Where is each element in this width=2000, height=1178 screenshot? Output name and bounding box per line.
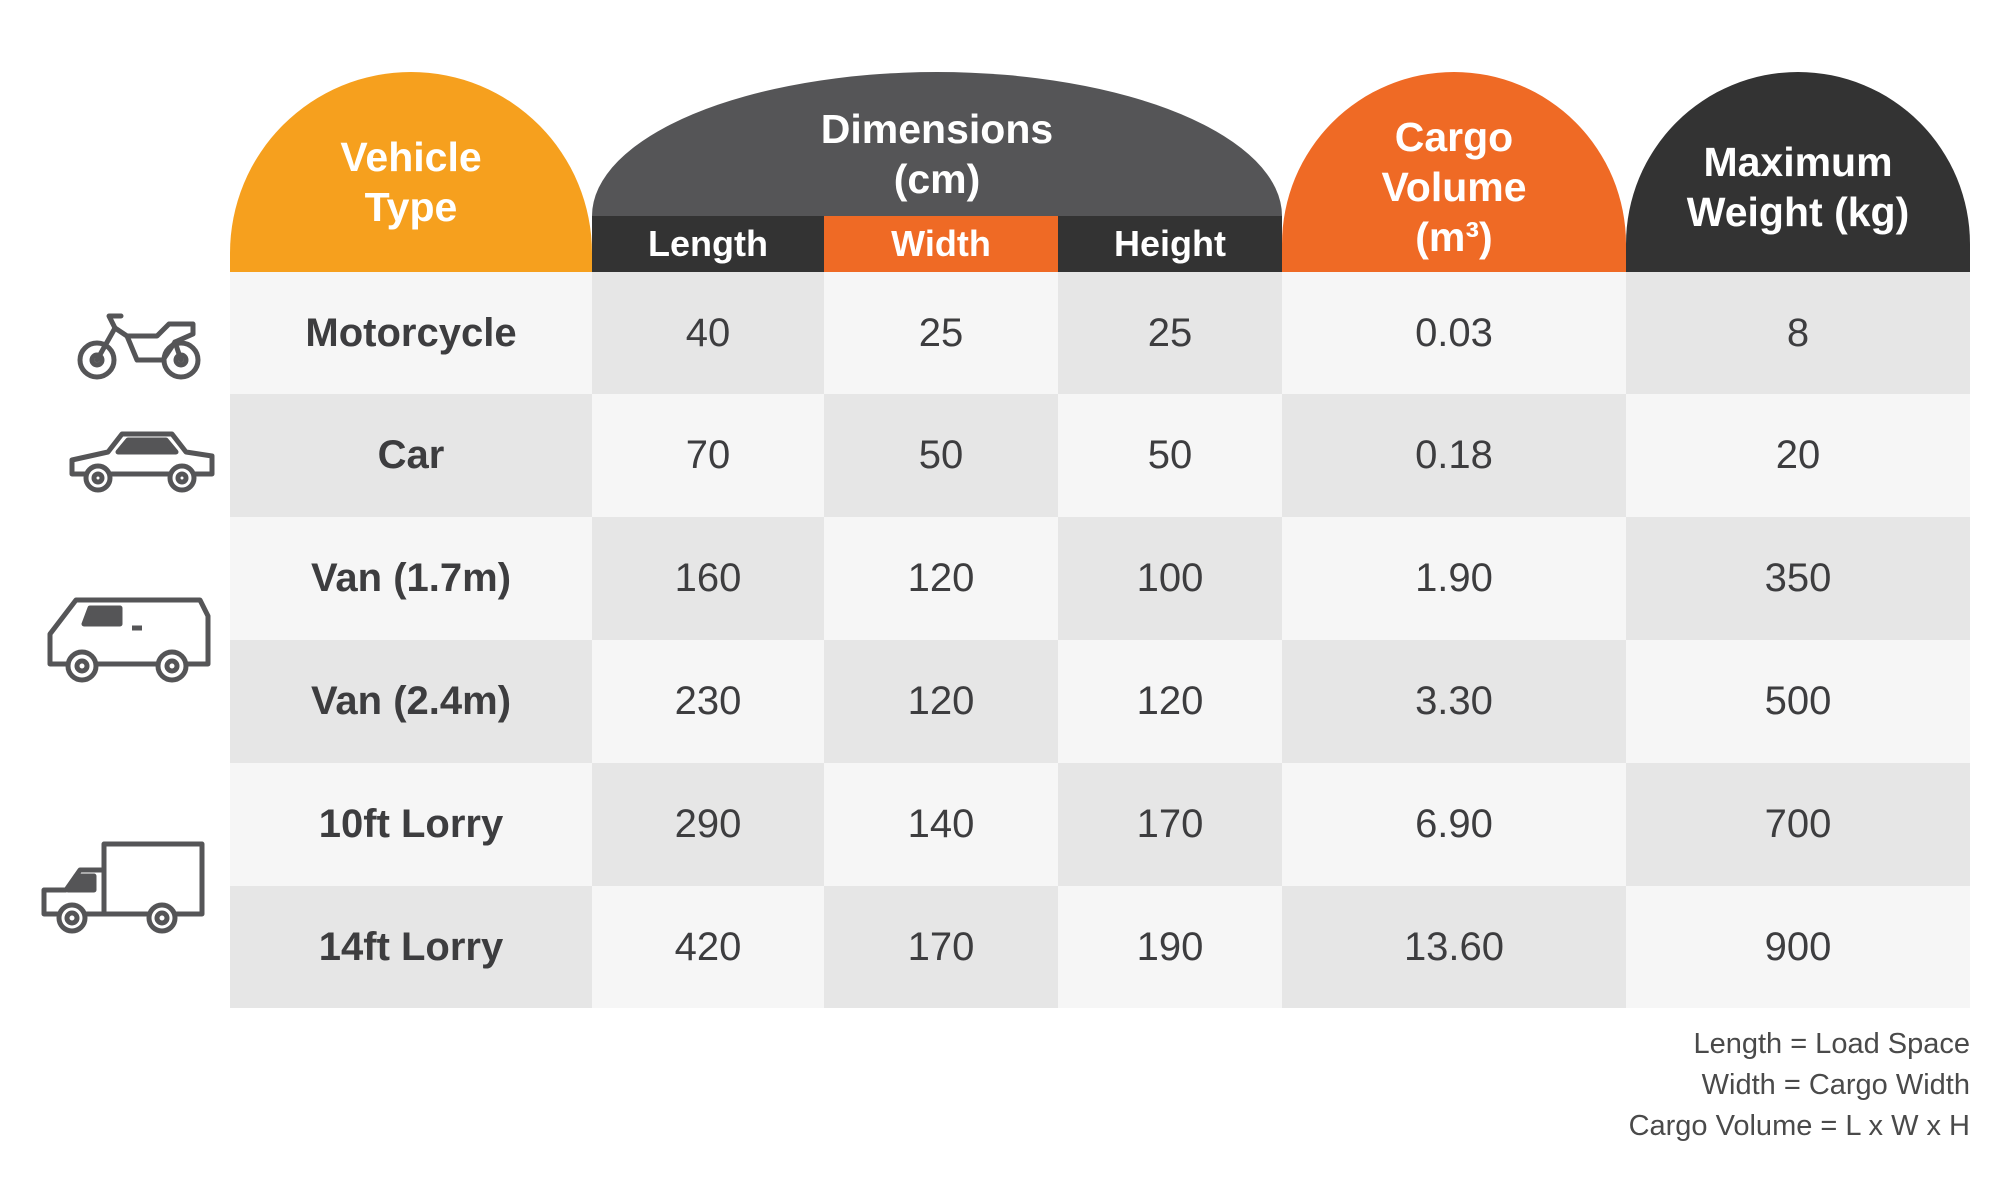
- height-cell: 50: [1058, 394, 1282, 517]
- vehicle-cell: Van (1.7m): [230, 517, 592, 640]
- cargo-volume-cell: 6.90: [1282, 763, 1626, 886]
- height-cell: 190: [1058, 886, 1282, 1008]
- cargo-volume-cell: 1.90: [1282, 517, 1626, 640]
- header-cargo-volume: Cargo Volume (m³): [1282, 72, 1626, 272]
- vehicle-cell: 14ft Lorry: [230, 886, 592, 1008]
- header-vehicle-type-label: Vehicle Type: [340, 134, 482, 230]
- header-dimensions-label: Dimensions (cm): [820, 106, 1054, 202]
- width-cell: 120: [824, 517, 1058, 640]
- height-cell: 25: [1058, 272, 1282, 394]
- vehicle-cell: Van (2.4m): [230, 640, 592, 763]
- van-icon: [46, 594, 212, 684]
- lorry-icon: [40, 840, 206, 936]
- vehicle-cell: Car: [230, 394, 592, 517]
- cargo-volume-cell: 0.03: [1282, 272, 1626, 394]
- vehicle-cell: Motorcycle: [230, 272, 592, 394]
- max-weight-cell: 350: [1626, 517, 1970, 640]
- header-max-weight: Maximum Weight (kg): [1626, 72, 1970, 272]
- max-weight-cell: 700: [1626, 763, 1970, 886]
- cargo-volume-cell: 13.60: [1282, 886, 1626, 1008]
- width-cell: 25: [824, 272, 1058, 394]
- length-cell: 420: [592, 886, 824, 1008]
- length-cell: 230: [592, 640, 824, 763]
- max-weight-cell: 900: [1626, 886, 1970, 1008]
- max-weight-cell: 500: [1626, 640, 1970, 763]
- header-cargo-volume-label: Cargo Volume (m³): [1381, 114, 1527, 260]
- header-width: Width: [824, 216, 1058, 272]
- height-cell: 120: [1058, 640, 1282, 763]
- length-cell: 290: [592, 763, 824, 886]
- width-cell: 50: [824, 394, 1058, 517]
- header-vehicle-type: Vehicle Type: [230, 72, 592, 272]
- max-weight-cell: 8: [1626, 272, 1970, 394]
- car-icon: [68, 430, 216, 494]
- height-cell: 170: [1058, 763, 1282, 886]
- width-cell: 120: [824, 640, 1058, 763]
- cargo-volume-cell: 0.18: [1282, 394, 1626, 517]
- cargo-volume-cell: 3.30: [1282, 640, 1626, 763]
- width-cell: 140: [824, 763, 1058, 886]
- vehicle-cell: 10ft Lorry: [230, 763, 592, 886]
- footnote-length: Length = Load Space: [1693, 1028, 1970, 1060]
- footnote-width: Width = Cargo Width: [1701, 1069, 1970, 1101]
- max-weight-cell: 20: [1626, 394, 1970, 517]
- length-cell: 70: [592, 394, 824, 517]
- footnote-cargo-volume: Cargo Volume = L x W x H: [1628, 1110, 1970, 1142]
- width-cell: 170: [824, 886, 1058, 1008]
- header-dimensions: Dimensions (cm): [592, 72, 1282, 216]
- header-max-weight-label: Maximum Weight (kg): [1686, 139, 1910, 235]
- height-cell: 100: [1058, 517, 1282, 640]
- header-length: Length: [592, 216, 824, 272]
- header-height: Height: [1058, 216, 1282, 272]
- length-cell: 40: [592, 272, 824, 394]
- length-cell: 160: [592, 517, 824, 640]
- motorcycle-icon: [75, 306, 205, 382]
